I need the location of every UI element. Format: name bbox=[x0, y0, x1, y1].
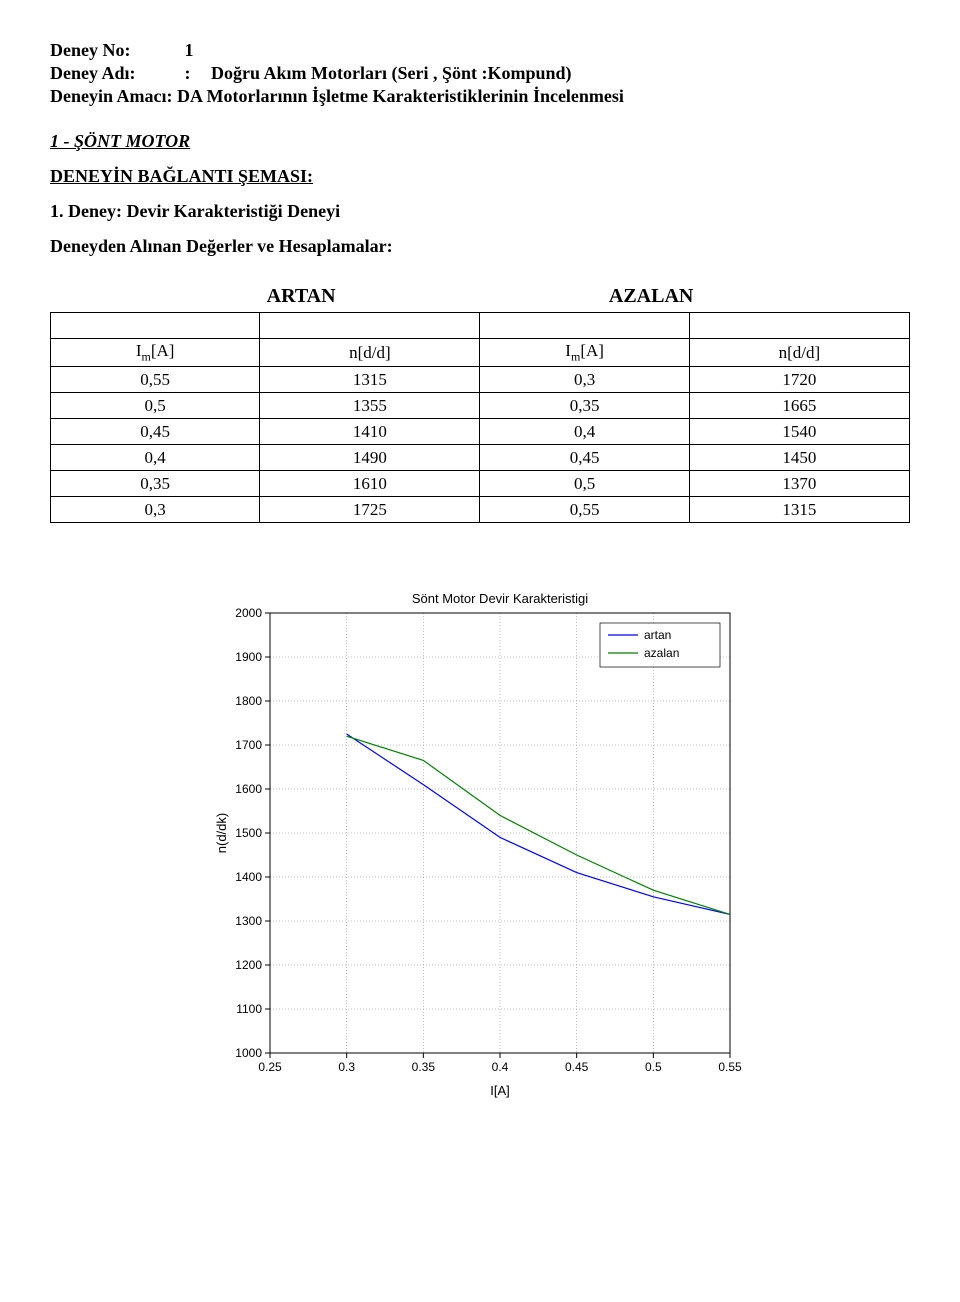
devir-chart: 0.25 0.3 0.35 0.4 0.45 0.5 0.55 1000 1100 1200 130… bbox=[210, 583, 750, 1103]
table-cell: 0,45 bbox=[51, 419, 260, 445]
table-row: 0,4514100,41540 bbox=[51, 419, 910, 445]
data-table-wrap: Im[A]n[d/d]Im[A]n[d/d]0,5513150,317200,5… bbox=[50, 312, 910, 523]
table-spacer-cell bbox=[51, 313, 260, 339]
table-cell: 0,35 bbox=[51, 471, 260, 497]
svg-text:0.5: 0.5 bbox=[645, 1060, 662, 1074]
table-cell: 1540 bbox=[689, 419, 909, 445]
table-cell: 1665 bbox=[689, 393, 909, 419]
svg-text:1200: 1200 bbox=[235, 958, 262, 972]
table-row: 0,414900,451450 bbox=[51, 445, 910, 471]
deneyin-amaci-label: Deneyin Amacı: bbox=[50, 86, 172, 106]
deney-no-line: Deney No: 1 bbox=[50, 40, 910, 61]
table-cell: 0,5 bbox=[51, 393, 260, 419]
svg-text:0.35: 0.35 bbox=[412, 1060, 436, 1074]
table-cell: 1725 bbox=[260, 497, 480, 523]
table-cell: 1720 bbox=[689, 367, 909, 393]
table-cell: 0,35 bbox=[480, 393, 689, 419]
svg-text:1800: 1800 bbox=[235, 694, 262, 708]
svg-text:1500: 1500 bbox=[235, 826, 262, 840]
table-col-header: Im[A] bbox=[480, 339, 689, 367]
deney-line: 1. Deney: Devir Karakteristiği Deneyi bbox=[50, 201, 910, 222]
svg-text:1600: 1600 bbox=[235, 782, 262, 796]
artan-header: ARTAN bbox=[267, 285, 336, 308]
table-cell: 1355 bbox=[260, 393, 480, 419]
svg-text:0.45: 0.45 bbox=[565, 1060, 589, 1074]
deney-adi-line: Deney Adı: : Doğru Akım Motorları (Seri … bbox=[50, 63, 910, 84]
table-spacer-cell bbox=[260, 313, 480, 339]
table-cell: 1315 bbox=[689, 497, 909, 523]
table-col-header: n[d/d] bbox=[260, 339, 480, 367]
table-cell: 0,55 bbox=[51, 367, 260, 393]
table-spacer-cell bbox=[480, 313, 689, 339]
table-col-header: Im[A] bbox=[51, 339, 260, 367]
schema-title: DENEYİN BAĞLANTI ŞEMASI: bbox=[50, 166, 910, 187]
svg-text:I[A]: I[A] bbox=[490, 1083, 510, 1098]
svg-text:1100: 1100 bbox=[236, 1002, 262, 1016]
table-cell: 0,3 bbox=[51, 497, 260, 523]
table-group-headers: ARTAN AZALAN bbox=[50, 285, 910, 308]
results-line: Deneyden Alınan Değerler ve Hesaplamalar… bbox=[50, 236, 910, 257]
svg-text:1300: 1300 bbox=[235, 914, 262, 928]
table-col-header: n[d/d] bbox=[689, 339, 909, 367]
svg-text:1000: 1000 bbox=[235, 1046, 262, 1060]
data-table: Im[A]n[d/d]Im[A]n[d/d]0,5513150,317200,5… bbox=[50, 312, 910, 523]
deneyin-amaci-value: DA Motorlarının İşletme Karakteristikler… bbox=[177, 86, 624, 106]
table-cell: 0,4 bbox=[480, 419, 689, 445]
table-row: 0,513550,351665 bbox=[51, 393, 910, 419]
table-cell: 1410 bbox=[260, 419, 480, 445]
svg-text:0.55: 0.55 bbox=[718, 1060, 742, 1074]
svg-text:Sönt Motor Devir Karakteristig: Sönt Motor Devir Karakteristigi bbox=[412, 591, 588, 606]
svg-text:0.25: 0.25 bbox=[258, 1060, 282, 1074]
table-cell: 1370 bbox=[689, 471, 909, 497]
svg-text:2000: 2000 bbox=[235, 606, 262, 620]
deney-no-label: Deney No: bbox=[50, 40, 180, 61]
table-cell: 0,4 bbox=[51, 445, 260, 471]
table-row: 0,5513150,31720 bbox=[51, 367, 910, 393]
chart-container: 0.25 0.3 0.35 0.4 0.45 0.5 0.55 1000 1100 1200 130… bbox=[50, 583, 910, 1103]
svg-text:azalan: azalan bbox=[644, 646, 679, 660]
table-cell: 0,45 bbox=[480, 445, 689, 471]
table-row: 0,317250,551315 bbox=[51, 497, 910, 523]
deneyin-amaci-line: Deneyin Amacı: DA Motorlarının İşletme K… bbox=[50, 86, 910, 107]
svg-text:0.4: 0.4 bbox=[492, 1060, 509, 1074]
table-cell: 1610 bbox=[260, 471, 480, 497]
svg-text:1400: 1400 bbox=[235, 870, 262, 884]
deney-adi-colon: : bbox=[185, 63, 191, 84]
table-cell: 0,3 bbox=[480, 367, 689, 393]
azalan-header: AZALAN bbox=[609, 285, 693, 308]
table-cell: 0,55 bbox=[480, 497, 689, 523]
table-row: 0,3516100,51370 bbox=[51, 471, 910, 497]
svg-text:artan: artan bbox=[644, 628, 671, 642]
table-cell: 1450 bbox=[689, 445, 909, 471]
svg-text:1700: 1700 bbox=[235, 738, 262, 752]
svg-text:0.3: 0.3 bbox=[338, 1060, 355, 1074]
svg-text:1900: 1900 bbox=[235, 650, 262, 664]
table-spacer-cell bbox=[689, 313, 909, 339]
sont-motor-subtitle: 1 - ŞÖNT MOTOR bbox=[50, 131, 910, 152]
deney-adi-label: Deney Adı: bbox=[50, 63, 180, 84]
deney-no-value: 1 bbox=[185, 40, 194, 60]
table-cell: 1315 bbox=[260, 367, 480, 393]
table-cell: 0,5 bbox=[480, 471, 689, 497]
deney-adi-value: Doğru Akım Motorları (Seri , Şönt :Kompu… bbox=[211, 63, 572, 83]
table-cell: 1490 bbox=[260, 445, 480, 471]
svg-text:n(d/dk): n(d/dk) bbox=[214, 813, 229, 853]
